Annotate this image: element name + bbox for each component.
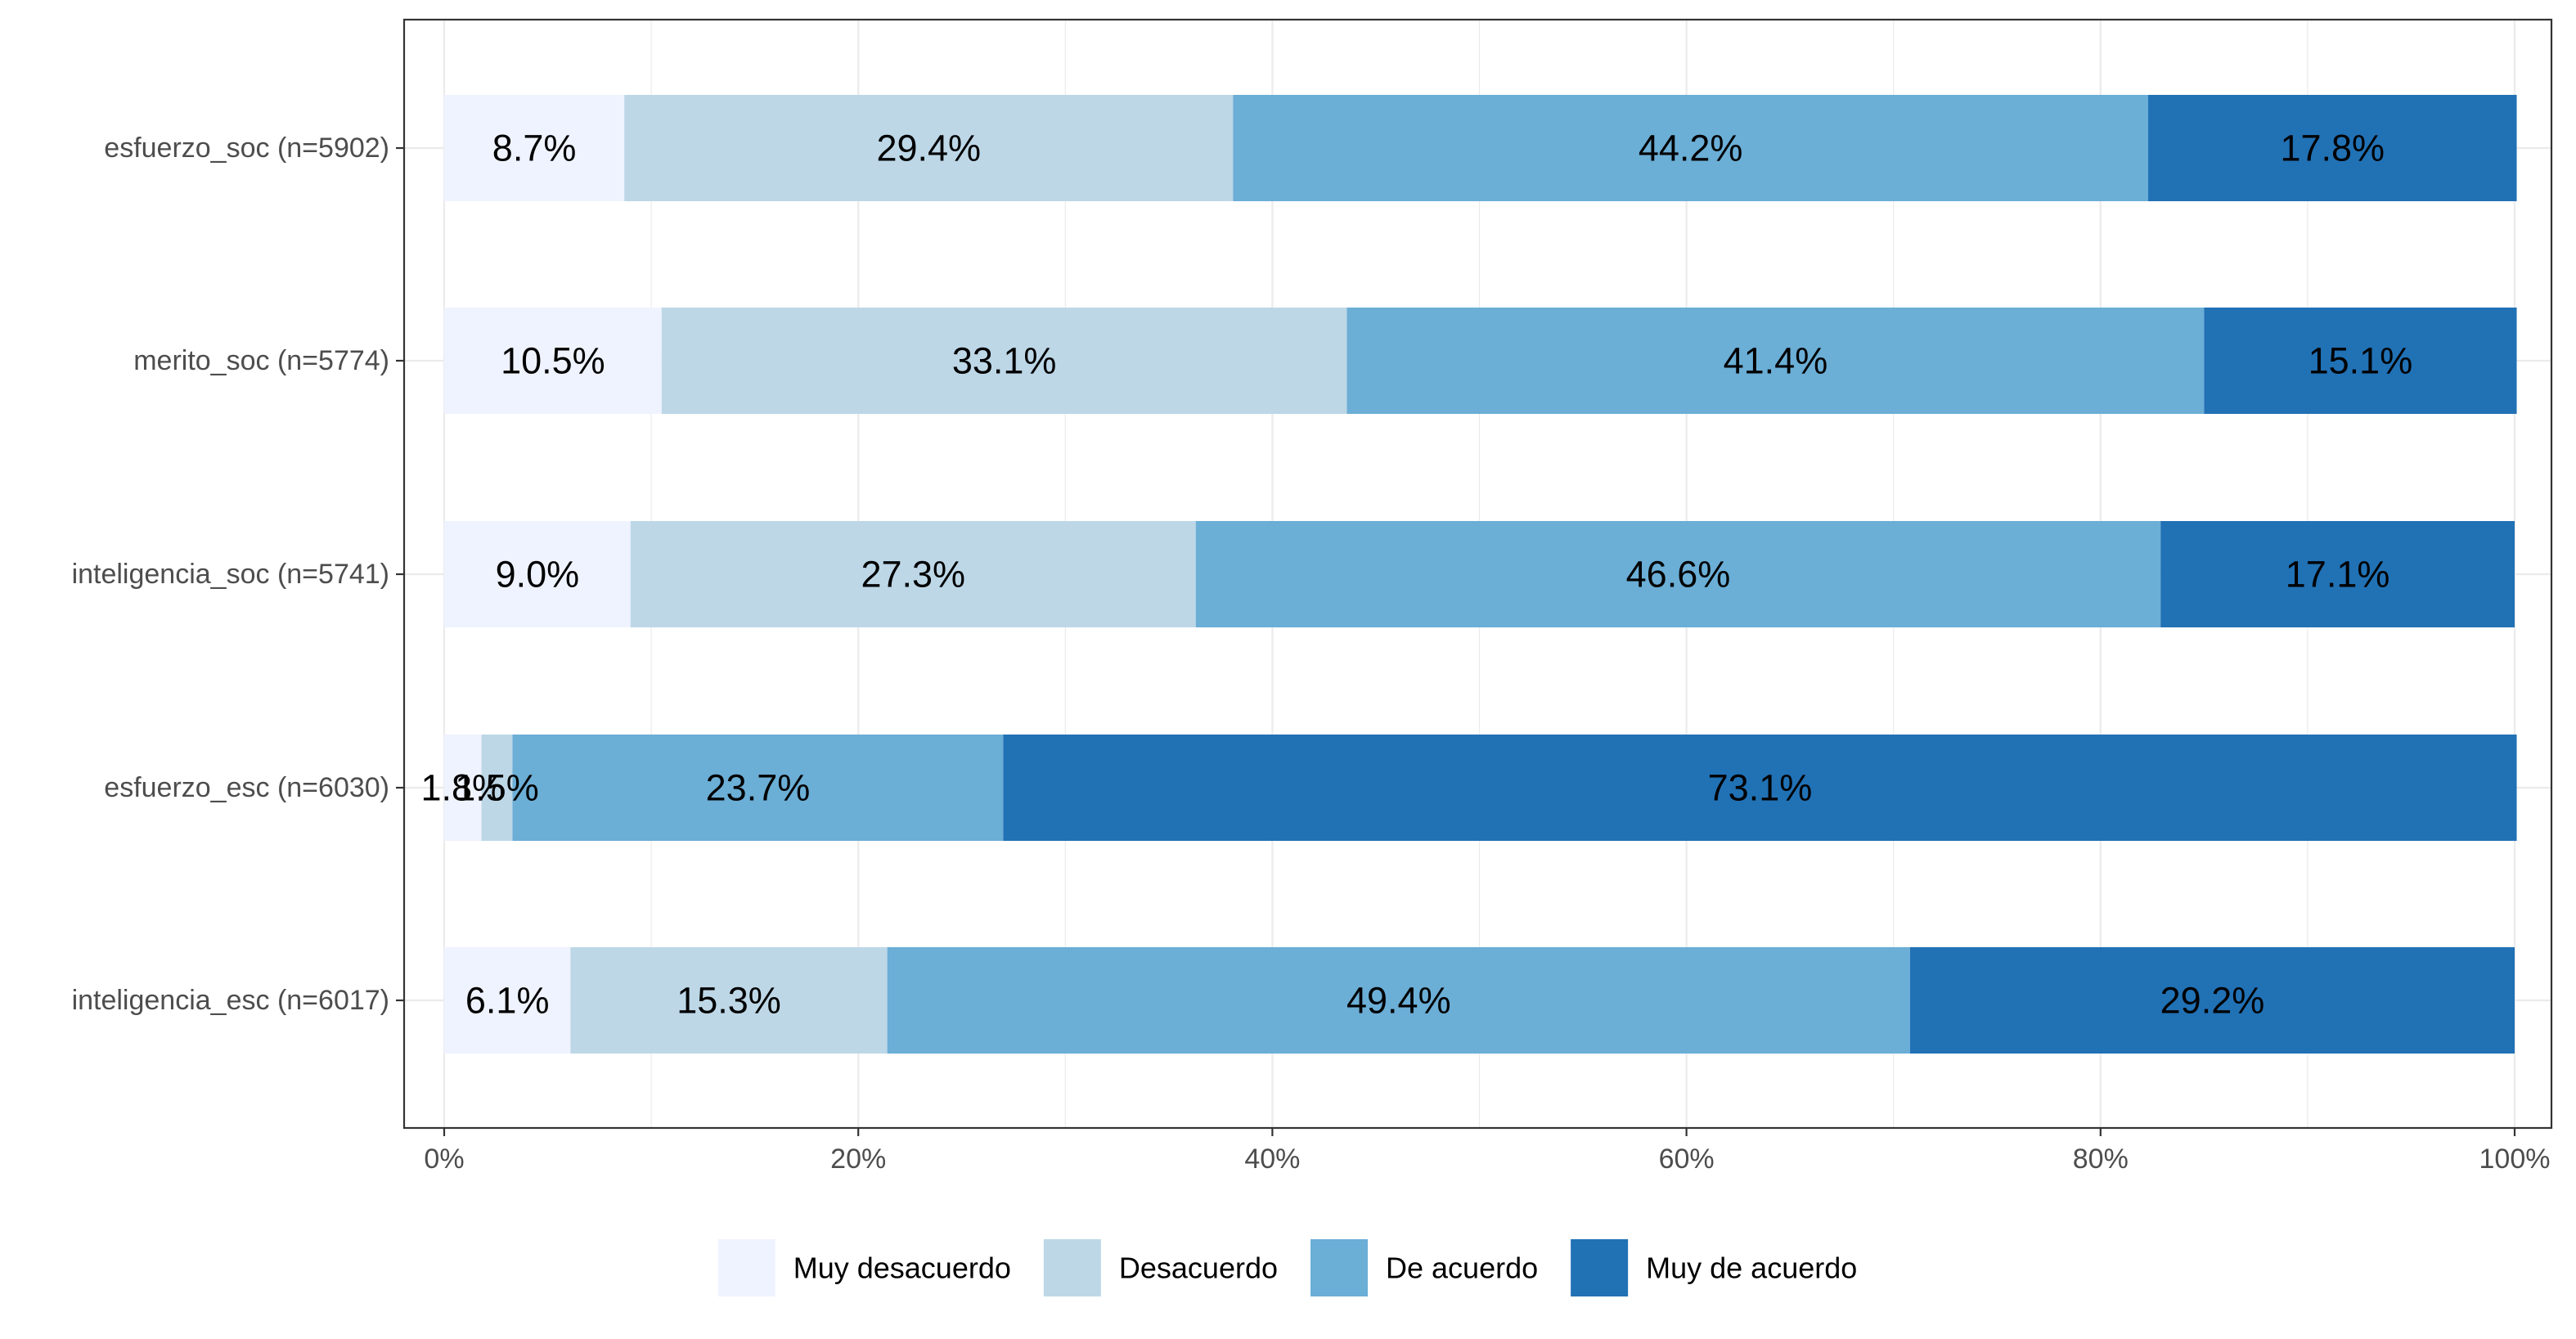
bar-value-label: 29.2% (2160, 980, 2265, 1022)
bar-value-label: 8.7% (492, 128, 577, 169)
bar-value-label: 17.1% (2286, 554, 2390, 595)
legend-swatch (1571, 1239, 1629, 1296)
bar-value-label: 17.8% (2280, 128, 2385, 169)
y-tick-label: merito_soc (n=5774) (133, 345, 389, 376)
y-tick-label: esfuerzo_soc (n=5902) (104, 133, 389, 164)
bar-segment (630, 521, 1196, 627)
y-tick-label: esfuerzo_esc (n=6030) (104, 772, 389, 803)
bar-segment (2160, 521, 2515, 627)
x-axis: 0% 20% 40% 60% 80% 100% (424, 1128, 2550, 1175)
bar-value-label: 10.5% (501, 340, 605, 382)
x-tick-label: 20% (830, 1144, 886, 1175)
legend-swatch (717, 1239, 775, 1296)
legend-swatch (1043, 1239, 1101, 1296)
legend-item: Desacuerdo (1043, 1239, 1278, 1296)
legend-label: Desacuerdo (1119, 1251, 1278, 1285)
bar-segment (624, 95, 1234, 201)
bar-value-label: 33.1% (952, 340, 1057, 382)
bars (444, 95, 2517, 1054)
bar-segment (2148, 95, 2517, 201)
bar-segment (570, 947, 888, 1054)
legend-item: Muy de acuerdo (1571, 1239, 1857, 1296)
bar-segment (887, 947, 1910, 1054)
bar-segment (1909, 947, 2515, 1054)
bar-value-label: 15.3% (677, 980, 781, 1022)
y-tick-label: inteligencia_soc (n=5741) (72, 559, 389, 590)
x-tick-label: 0% (424, 1144, 464, 1175)
bar-segment (2204, 308, 2517, 414)
bar-value-label: 41.4% (1724, 340, 1828, 382)
y-tick-label: inteligencia_esc (n=6017) (72, 985, 389, 1016)
bar-value-label: 49.4% (1346, 980, 1451, 1022)
x-tick-label: 40% (1244, 1144, 1300, 1175)
y-axis: esfuerzo_soc (n=5902) merito_soc (n=5774)… (72, 133, 404, 1016)
bar-value-label: 46.6% (1626, 554, 1731, 595)
legend-item: Muy desacuerdo (717, 1239, 1011, 1296)
bar-value-label: 27.3% (861, 554, 965, 595)
bar-segment (1346, 308, 2205, 414)
bar-value-label: 1.5% (455, 767, 539, 809)
bar-segment (1195, 521, 2161, 627)
bar-value-label: 29.4% (876, 128, 981, 169)
legend-label: Muy de acuerdo (1646, 1251, 1857, 1285)
bar-value-label: 6.1% (465, 980, 550, 1022)
legend-label: Muy desacuerdo (793, 1251, 1011, 1285)
bar-segment (444, 947, 571, 1054)
bar-segment (1233, 95, 2149, 201)
x-tick-label: 60% (1659, 1144, 1715, 1175)
legend: Muy desacuerdo Desacuerdo De acuerdo Muy de… (717, 1239, 1857, 1296)
bar-value-label: 1.8% (420, 767, 505, 809)
legend-label: De acuerdo (1386, 1251, 1538, 1285)
bar-segment (444, 95, 625, 201)
bar-segment (512, 735, 1004, 841)
x-tick-label: 100% (2479, 1144, 2551, 1175)
bar-segment (444, 308, 662, 414)
bar-segment (444, 735, 482, 841)
bar-value-label: 15.1% (2309, 340, 2413, 382)
bar-segment (444, 521, 631, 627)
x-tick-label: 80% (2073, 1144, 2129, 1175)
bar-segment (481, 735, 513, 841)
legend-swatch (1310, 1239, 1368, 1296)
legend-item: De acuerdo (1310, 1239, 1538, 1296)
bar-value-label: 73.1% (1708, 767, 1813, 809)
bar-value-label: 44.2% (1639, 128, 1743, 169)
bar-segment (661, 308, 1347, 414)
bar-segment (1003, 735, 2517, 841)
data-labels: 8.7% 29.4% 44.2% 17.8% 10.5% 33.1% 41.4% 15.1% 9… (420, 128, 2412, 1022)
bar-value-label: 23.7% (706, 767, 811, 809)
bar-value-label: 9.0% (496, 554, 580, 595)
